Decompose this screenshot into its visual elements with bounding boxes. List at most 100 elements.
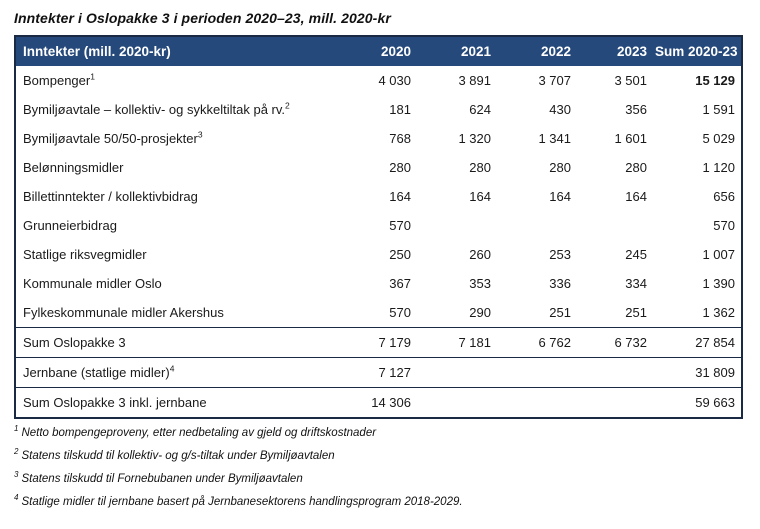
value-cell bbox=[575, 211, 651, 240]
value-cell: 6 762 bbox=[495, 327, 575, 358]
footnote-ref: 3 bbox=[197, 129, 203, 140]
row-label: Belønningsmidler bbox=[15, 153, 355, 182]
value-cell: 253 bbox=[549, 247, 571, 262]
value-cell: 260 bbox=[469, 247, 491, 262]
value-cell: 7 179 bbox=[355, 327, 415, 358]
row-label-text: Jernbane (statlige midler) bbox=[23, 365, 170, 380]
table-row: Kommunale midler Oslo 367 353 336 334 1 390 bbox=[15, 269, 742, 298]
value-cell: 251 bbox=[549, 305, 571, 320]
value-cell: 1 390 bbox=[702, 276, 735, 291]
table-row: Statlige riksvegmidler 250 260 253 245 1 007 bbox=[15, 240, 742, 269]
header-cell-2020: 2020 bbox=[355, 36, 415, 66]
footnote-text: Netto bompengeproveny, etter nedbetaling… bbox=[21, 427, 377, 439]
value-cell: 334 bbox=[625, 276, 647, 291]
header-cell-2021: 2021 bbox=[415, 36, 495, 66]
value-cell: 280 bbox=[549, 160, 571, 175]
header-cell-inntekter: Inntekter (mill. 2020-kr) bbox=[15, 36, 355, 66]
row-label-text: Statlige riksvegmidler bbox=[23, 247, 147, 262]
footnote-number: 1 bbox=[14, 424, 19, 434]
row-label: Grunneierbidrag bbox=[15, 211, 355, 240]
row-label: Sum Oslopakke 3 bbox=[15, 327, 355, 358]
footnote-number: 3 bbox=[14, 470, 19, 480]
row-label-text: Sum Oslopakke 3 inkl. jernbane bbox=[23, 395, 207, 410]
table-row: Belønningsmidler 280 280 280 280 1 120 bbox=[15, 153, 742, 182]
value-cell: 164 bbox=[389, 189, 411, 204]
header-cell-2023: 2023 bbox=[575, 36, 651, 66]
table-body: Bompenger1 4 030 3 891 3 707 3 501 15 129 Bymi… bbox=[15, 66, 742, 418]
footnote-text: Statens tilskudd til kollektiv- og g/s-t… bbox=[21, 450, 335, 462]
value-cell: 570 bbox=[389, 218, 411, 233]
table-row: Bymiljøavtale 50/50-prosjekter3 768 1 320 1… bbox=[15, 124, 742, 153]
table-row: Bymiljøavtale – kollektiv- og sykkeltilt… bbox=[15, 95, 742, 124]
value-cell: 430 bbox=[549, 102, 571, 117]
row-label-text: Grunneierbidrag bbox=[23, 218, 117, 233]
table-row: Billettinntekter / kollektivbidrag 164 164… bbox=[15, 182, 742, 211]
footnote-ref: 1 bbox=[90, 71, 95, 82]
value-cell: 656 bbox=[713, 189, 735, 204]
value-cell: 570 bbox=[389, 305, 411, 320]
document-page: Inntekter i Oslopakke 3 i perioden 2020–… bbox=[0, 10, 760, 529]
row-label: Bymiljøavtale – kollektiv- og sykkeltilt… bbox=[15, 95, 355, 124]
value-cell: 7 127 bbox=[355, 357, 415, 388]
value-cell: 280 bbox=[389, 160, 411, 175]
value-cell: 768 bbox=[389, 131, 411, 146]
value-cell: 4 030 bbox=[378, 73, 411, 88]
footnotes: 1 Netto bompengeproveny, etter nedbetalin… bbox=[14, 424, 760, 509]
value-cell bbox=[575, 387, 651, 418]
value-cell: 336 bbox=[549, 276, 571, 291]
value-cell: 251 bbox=[625, 305, 647, 320]
value-cell bbox=[495, 357, 575, 388]
row-label-text: Kommunale midler Oslo bbox=[23, 276, 162, 291]
value-cell: 280 bbox=[625, 160, 647, 175]
value-cell: 59 663 bbox=[651, 387, 742, 418]
row-label-text: Bymiljøavtale 50/50-prosjekter bbox=[23, 131, 198, 146]
footnote-text: Statlige midler til jernbane basert på J… bbox=[21, 496, 463, 508]
row-label-text: Billettinntekter / kollektivbidrag bbox=[23, 189, 198, 204]
row-label: Bymiljøavtale 50/50-prosjekter3 bbox=[15, 124, 355, 153]
table-row: Sum Oslopakke 3 inkl. jernbane 14 306 59 6… bbox=[15, 387, 742, 418]
row-label-text: Bymiljøavtale – kollektiv- og sykkeltilt… bbox=[23, 102, 286, 117]
table-row: Fylkeskommunale midler Akershus 570 290 251… bbox=[15, 298, 742, 328]
value-cell bbox=[415, 387, 495, 418]
header-cell-2022: 2022 bbox=[495, 36, 575, 66]
value-cell: 250 bbox=[389, 247, 411, 262]
row-label-text: Sum Oslopakke 3 bbox=[23, 335, 126, 350]
footnote: 1 Netto bompengeproveny, etter nedbetalin… bbox=[14, 424, 760, 440]
value-cell bbox=[575, 357, 651, 388]
value-cell: 164 bbox=[469, 189, 491, 204]
value-cell: 280 bbox=[469, 160, 491, 175]
value-cell: 1 341 bbox=[538, 131, 571, 146]
table-row: Sum Oslopakke 3 7 179 7 181 6 762 6 732 27 85… bbox=[15, 327, 742, 358]
footnote: 4 Statlige midler til jernbane basert på … bbox=[14, 494, 760, 509]
footnote: 2 Statens tilskudd til kollektiv- og g/s-… bbox=[14, 448, 760, 463]
value-cell bbox=[415, 211, 495, 240]
table-title: Inntekter i Oslopakke 3 i perioden 2020–… bbox=[14, 10, 391, 26]
row-label-text: Fylkeskommunale midler Akershus bbox=[23, 305, 224, 320]
value-cell: 290 bbox=[469, 305, 491, 320]
value-cell: 1 320 bbox=[458, 131, 491, 146]
row-label: Billettinntekter / kollektivbidrag bbox=[15, 182, 355, 211]
row-label: Kommunale midler Oslo bbox=[15, 269, 355, 298]
value-cell: 15 129 bbox=[695, 73, 735, 88]
value-cell: 356 bbox=[625, 102, 647, 117]
row-label-text: Bompenger bbox=[23, 73, 91, 88]
value-cell: 3 891 bbox=[458, 73, 491, 88]
value-cell: 181 bbox=[389, 102, 411, 117]
value-cell: 624 bbox=[469, 102, 491, 117]
value-cell: 3 707 bbox=[538, 73, 571, 88]
value-cell bbox=[495, 387, 575, 418]
value-cell: 1 601 bbox=[614, 131, 647, 146]
value-cell: 6 732 bbox=[575, 327, 651, 358]
value-cell: 245 bbox=[625, 247, 647, 262]
value-cell: 1 591 bbox=[702, 102, 735, 117]
footnote: 3 Statens tilskudd til Fornebubanen under… bbox=[14, 470, 760, 486]
value-cell: 164 bbox=[549, 189, 571, 204]
header-row: Inntekter (mill. 2020-kr) 2020 2021 2022… bbox=[15, 36, 742, 66]
table-row: Grunneierbidrag 570 570 bbox=[15, 211, 742, 240]
value-cell: 1 362 bbox=[702, 305, 735, 320]
value-cell: 27 854 bbox=[651, 327, 742, 358]
value-cell bbox=[495, 211, 575, 240]
row-label: Sum Oslopakke 3 inkl. jernbane bbox=[15, 387, 355, 418]
table-header: Inntekter (mill. 2020-kr) 2020 2021 2022… bbox=[15, 36, 742, 66]
value-cell: 1 007 bbox=[702, 247, 735, 262]
